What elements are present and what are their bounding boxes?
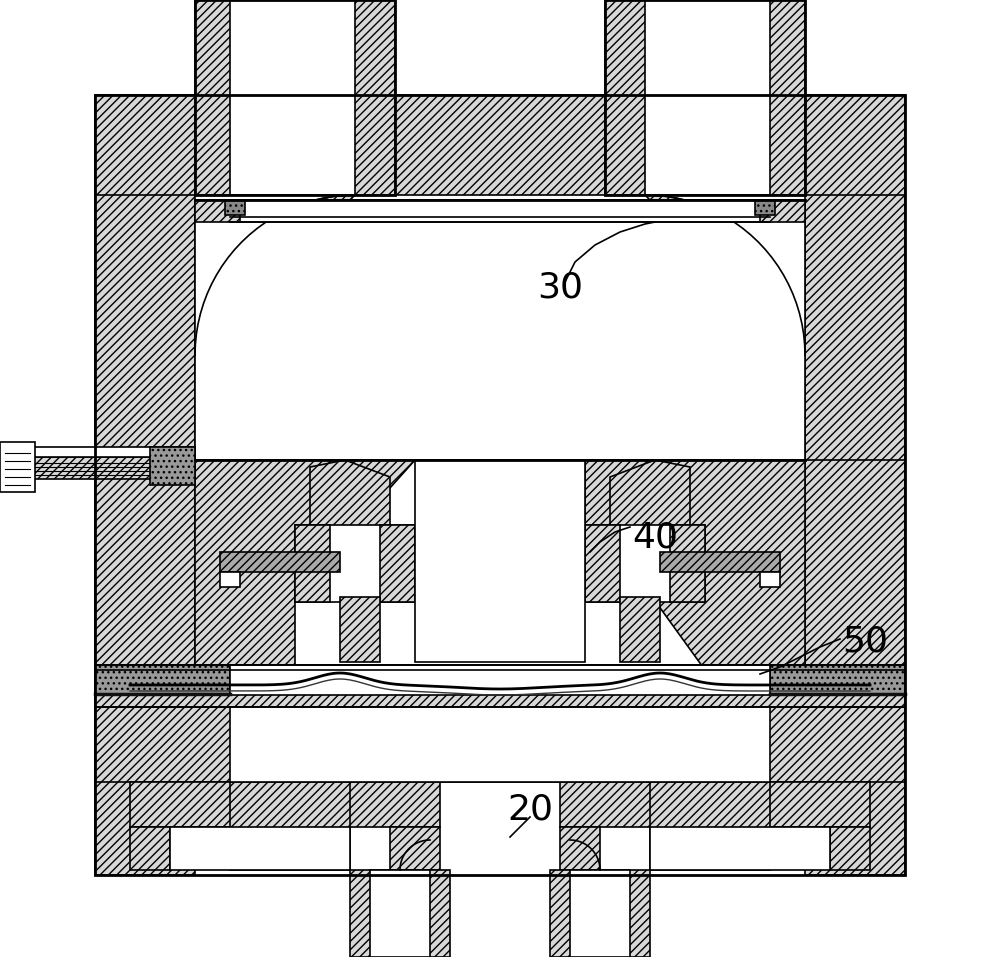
Polygon shape bbox=[650, 827, 830, 870]
Polygon shape bbox=[230, 707, 770, 782]
Polygon shape bbox=[415, 460, 585, 662]
Polygon shape bbox=[230, 665, 770, 695]
Polygon shape bbox=[830, 827, 870, 870]
Polygon shape bbox=[0, 457, 195, 479]
Polygon shape bbox=[560, 782, 870, 827]
Polygon shape bbox=[620, 597, 660, 662]
Polygon shape bbox=[805, 95, 905, 875]
Polygon shape bbox=[760, 200, 805, 222]
Polygon shape bbox=[585, 460, 805, 670]
Polygon shape bbox=[130, 827, 170, 870]
Polygon shape bbox=[0, 442, 35, 492]
Polygon shape bbox=[170, 827, 350, 870]
Polygon shape bbox=[645, 195, 805, 355]
Polygon shape bbox=[350, 870, 450, 957]
Polygon shape bbox=[645, 0, 770, 195]
Polygon shape bbox=[370, 870, 430, 957]
Polygon shape bbox=[95, 460, 195, 670]
Polygon shape bbox=[230, 200, 770, 222]
Text: 20: 20 bbox=[507, 792, 553, 826]
Text: 30: 30 bbox=[537, 270, 583, 304]
Polygon shape bbox=[195, 0, 395, 195]
Polygon shape bbox=[650, 782, 770, 870]
Polygon shape bbox=[230, 782, 350, 870]
Polygon shape bbox=[380, 525, 415, 602]
Polygon shape bbox=[0, 447, 195, 457]
Polygon shape bbox=[770, 665, 905, 695]
Polygon shape bbox=[390, 827, 440, 870]
Polygon shape bbox=[560, 827, 600, 870]
Polygon shape bbox=[295, 525, 415, 602]
Polygon shape bbox=[550, 870, 650, 957]
Polygon shape bbox=[95, 665, 230, 695]
Polygon shape bbox=[195, 460, 415, 670]
Polygon shape bbox=[585, 525, 620, 602]
Polygon shape bbox=[805, 460, 905, 670]
Polygon shape bbox=[295, 525, 330, 602]
Polygon shape bbox=[195, 195, 355, 355]
Polygon shape bbox=[610, 460, 690, 527]
Polygon shape bbox=[195, 200, 240, 222]
Polygon shape bbox=[585, 525, 705, 602]
Polygon shape bbox=[225, 200, 245, 215]
Polygon shape bbox=[220, 552, 340, 572]
Polygon shape bbox=[95, 95, 905, 195]
Polygon shape bbox=[310, 460, 390, 527]
Polygon shape bbox=[95, 665, 905, 707]
Polygon shape bbox=[760, 572, 780, 587]
Polygon shape bbox=[220, 572, 240, 587]
Polygon shape bbox=[230, 0, 355, 195]
Polygon shape bbox=[570, 870, 630, 957]
Polygon shape bbox=[660, 552, 780, 572]
Polygon shape bbox=[195, 200, 805, 460]
Polygon shape bbox=[95, 707, 905, 782]
Polygon shape bbox=[195, 460, 805, 670]
Polygon shape bbox=[95, 95, 195, 875]
Polygon shape bbox=[755, 200, 775, 215]
Polygon shape bbox=[130, 782, 440, 827]
Polygon shape bbox=[150, 447, 195, 485]
Polygon shape bbox=[605, 0, 805, 195]
Polygon shape bbox=[340, 597, 380, 662]
Text: 50: 50 bbox=[842, 625, 888, 659]
Polygon shape bbox=[670, 525, 705, 602]
Text: 40: 40 bbox=[632, 520, 678, 554]
